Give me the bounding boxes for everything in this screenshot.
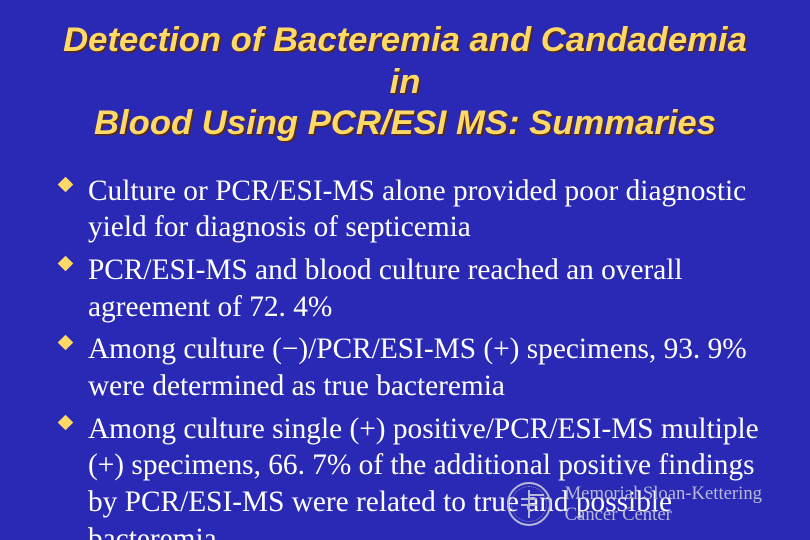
title-line-2: Blood Using PCR/ESI MS: Summaries <box>94 104 716 142</box>
diamond-bullet-icon <box>58 256 74 272</box>
caduceus-cross-icon <box>528 494 544 496</box>
diamond-bullet-icon <box>58 335 74 351</box>
org-name-line-2: Cancer Center <box>565 504 762 525</box>
slide-title: Detection of Bacteremia and Candademia i… <box>48 20 762 145</box>
list-item: PCR/ESI-MS and blood culture reached an … <box>60 252 762 325</box>
org-seal-icon <box>507 482 551 526</box>
bullet-text: Culture or PCR/ESI-MS alone provided poo… <box>88 175 746 244</box>
title-line-1: Detection of Bacteremia and Candademia i… <box>63 21 747 101</box>
footer-text: Memorial Sloan-Kettering Cancer Center <box>565 483 762 526</box>
caduceus-icon <box>528 490 530 518</box>
list-item: Culture or PCR/ESI-MS alone provided poo… <box>60 173 762 246</box>
diamond-bullet-icon <box>58 177 74 193</box>
slide-container: Detection of Bacteremia and Candademia i… <box>0 0 810 540</box>
footer-branding: Memorial Sloan-Kettering Cancer Center <box>507 482 762 526</box>
diamond-bullet-icon <box>58 414 74 430</box>
bullet-text: Among culture (−)/PCR/ESI-MS (+) specime… <box>88 333 747 402</box>
list-item: Among culture (−)/PCR/ESI-MS (+) specime… <box>60 331 762 404</box>
org-name-line-1: Memorial Sloan-Kettering <box>565 483 762 504</box>
bullet-text: PCR/ESI-MS and blood culture reached an … <box>88 254 683 323</box>
